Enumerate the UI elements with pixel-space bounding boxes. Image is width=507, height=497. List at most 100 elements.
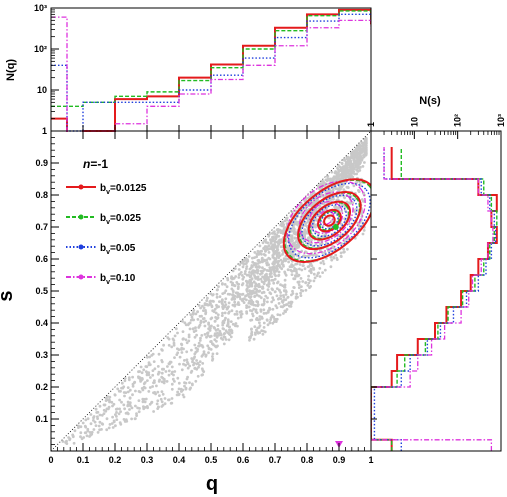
scatter-point xyxy=(293,277,297,281)
scatter-point xyxy=(189,386,193,390)
scatter-point xyxy=(107,426,111,430)
scatter-point xyxy=(340,209,343,213)
scatter-point xyxy=(266,296,269,300)
scatter-point xyxy=(263,245,267,248)
scatter-point xyxy=(251,314,255,318)
scatter-point xyxy=(213,334,217,337)
scatter-point xyxy=(281,284,284,287)
scatter-point xyxy=(188,364,192,368)
legend-label-b: b xyxy=(100,213,106,224)
scatter-point xyxy=(269,238,272,242)
scatter-point xyxy=(256,300,260,304)
scatter-point xyxy=(142,382,146,386)
scatter-point xyxy=(209,340,213,343)
scatter-point xyxy=(306,220,310,224)
contour-b0125 xyxy=(282,178,371,263)
scatter-point xyxy=(356,152,360,156)
scatter-point xyxy=(351,162,354,166)
scatter-point xyxy=(287,260,290,264)
scatter-point xyxy=(199,336,202,340)
legend-marker xyxy=(78,184,84,190)
scatter-point xyxy=(317,271,320,275)
y-tick-label: 0.7 xyxy=(35,222,48,232)
scatter-point xyxy=(356,157,360,161)
scatter-point xyxy=(343,159,347,162)
scatter-point xyxy=(305,208,308,212)
scatter-point xyxy=(321,259,325,263)
scatter-point xyxy=(227,338,231,342)
scatter-point xyxy=(274,236,278,240)
scatter-point xyxy=(143,386,147,390)
scatter-point xyxy=(267,244,271,248)
scatter-point xyxy=(300,285,303,288)
scatter-point xyxy=(134,417,137,420)
scatter-point xyxy=(176,331,179,335)
scatter-point xyxy=(211,352,215,356)
scatter-point xyxy=(206,331,210,335)
scatter-point xyxy=(264,248,268,252)
scatter-point xyxy=(177,393,181,397)
scatter-point xyxy=(352,150,355,153)
scatter-point xyxy=(257,259,261,263)
scatter-point xyxy=(98,413,102,417)
scatter-point xyxy=(101,422,105,426)
scatter-point xyxy=(293,229,296,233)
scatter-point xyxy=(139,380,143,383)
scatter-point xyxy=(276,254,279,257)
scatter-point xyxy=(255,255,258,259)
scatter-point xyxy=(260,329,264,332)
scatter-point xyxy=(323,181,326,185)
scatter-point xyxy=(280,262,284,266)
scatter-point xyxy=(265,272,268,276)
scatter-point xyxy=(254,284,258,288)
x-tick-label: 1 xyxy=(368,455,373,465)
scatter-point xyxy=(336,175,339,179)
scatter-point xyxy=(331,178,335,182)
scatter-point xyxy=(248,292,251,296)
scatter-point xyxy=(192,330,196,333)
scatter-point xyxy=(135,414,139,417)
scatter-point xyxy=(128,408,131,411)
scatter-point xyxy=(335,206,339,210)
scatter-point xyxy=(161,392,165,396)
scatter-point xyxy=(231,277,234,281)
scatter-point xyxy=(253,256,256,259)
scatter-point xyxy=(241,277,245,281)
scatter-point xyxy=(273,290,277,293)
scatter-point xyxy=(270,287,274,291)
scatter-point xyxy=(266,288,270,291)
scatter-point xyxy=(277,259,281,263)
right-x-tick-label: 10³ xyxy=(496,114,506,127)
right-x-tick-label: 10 xyxy=(409,117,419,127)
scatter-point xyxy=(258,318,262,321)
scatter-point xyxy=(285,240,289,243)
scatter-point xyxy=(274,304,278,307)
scatter-point xyxy=(193,355,197,359)
scatter-point xyxy=(290,273,294,276)
scatter-point xyxy=(118,407,121,411)
legend-label-sub: v xyxy=(106,249,110,256)
scatter-point xyxy=(214,311,218,315)
scatter-point xyxy=(191,312,195,316)
scatter-point xyxy=(154,392,158,396)
top-y-tick-label: 10³ xyxy=(34,3,47,13)
scatter-point xyxy=(253,274,256,277)
scatter-point xyxy=(170,397,174,400)
scatter-point xyxy=(268,321,272,324)
diagonal-line xyxy=(51,131,371,451)
scatter-point xyxy=(231,269,235,273)
scatter-point xyxy=(270,275,274,278)
scatter-point xyxy=(108,400,111,404)
scatter-point xyxy=(287,304,291,308)
scatter-point xyxy=(207,351,210,355)
scatter-point xyxy=(309,279,312,283)
scatter-point xyxy=(285,217,288,221)
scatter-point xyxy=(142,368,146,372)
scatter-point xyxy=(282,312,285,315)
contour-b05 xyxy=(301,194,358,247)
contour-b05 xyxy=(320,211,339,230)
legend-label-b: b xyxy=(100,183,106,194)
scatter-point xyxy=(228,325,232,329)
legend-label: bv=0.05 xyxy=(100,243,136,256)
